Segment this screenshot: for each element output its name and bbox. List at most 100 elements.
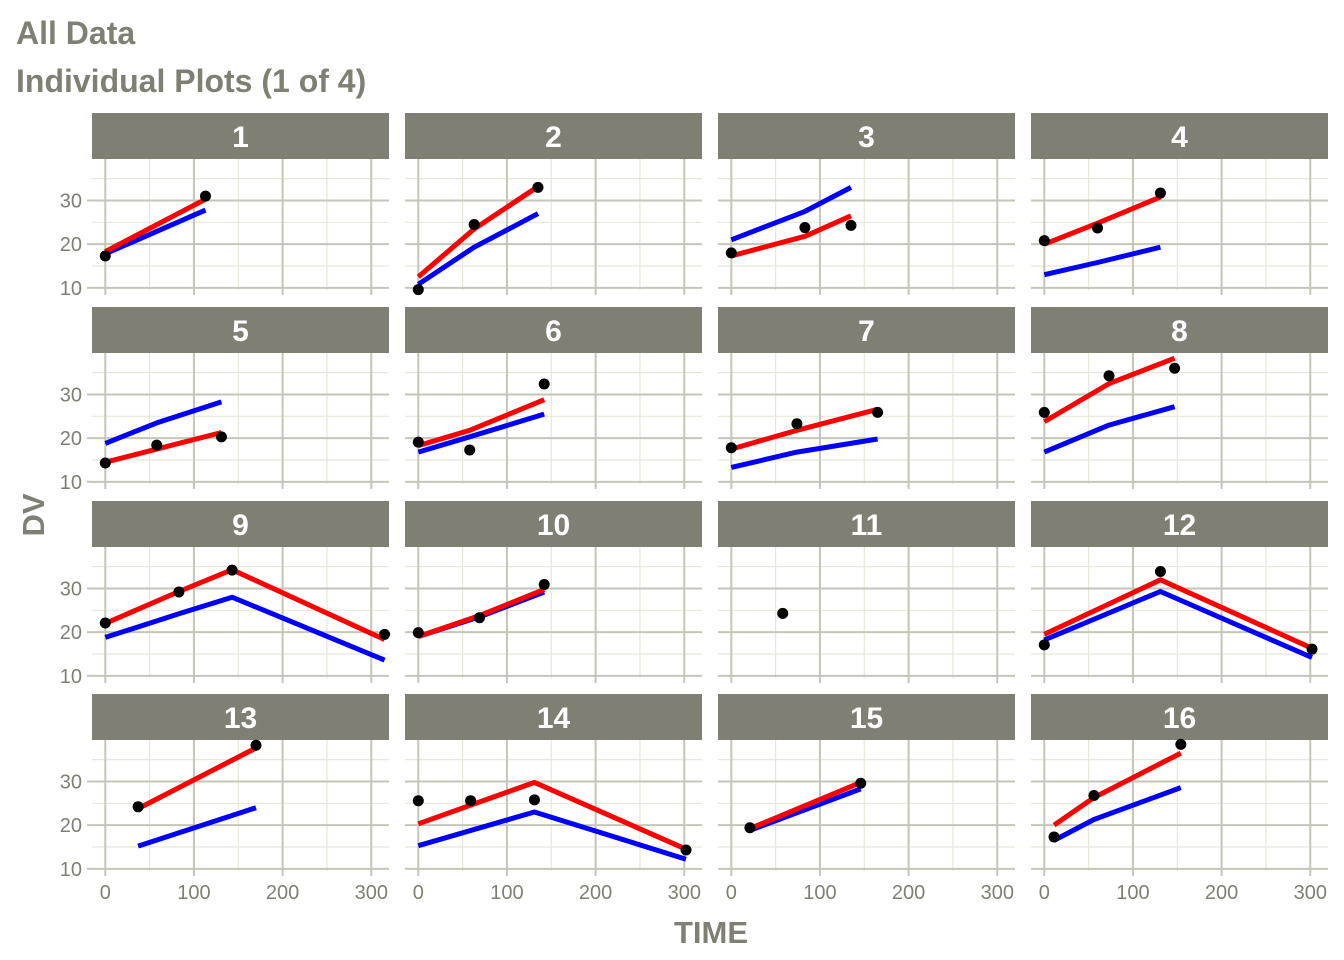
population-prediction-line (104, 207, 207, 257)
observation-point (680, 844, 692, 856)
x-tick-label: 100 (177, 882, 210, 904)
strip-label: 1 (232, 121, 249, 154)
facet-panel-1: 1 10 20 30 (60, 113, 389, 300)
strip-label: 6 (545, 315, 562, 348)
individual-prediction-line (1043, 577, 1314, 651)
individual-prediction-line (417, 779, 688, 852)
strip-label: 9 (232, 509, 249, 542)
observation-point (799, 222, 811, 234)
observation-point (1038, 639, 1050, 651)
x-tick-label: 300 (981, 882, 1014, 904)
observation-point (473, 612, 485, 624)
x-tick-label: 300 (668, 882, 701, 904)
observation-point (250, 739, 262, 751)
observation-point (464, 444, 476, 456)
observation-point (151, 439, 163, 451)
facet-panel-10: 10 (405, 501, 702, 683)
facet-panel-6: 6 (405, 307, 702, 489)
observation-point (538, 579, 550, 591)
strip-background (405, 113, 702, 159)
observation-point (1306, 643, 1318, 655)
y-tick-label: 30 (60, 771, 82, 793)
strip-background (1031, 501, 1328, 547)
individual-prediction-line (730, 406, 879, 452)
x-tick-label: 100 (1116, 882, 1149, 904)
population-prediction-line (1043, 404, 1176, 455)
observation-point (777, 607, 789, 619)
individual-prediction-line (104, 567, 386, 642)
x-tick-label: 0 (726, 882, 737, 904)
observation-point (412, 795, 424, 807)
y-tick-label: 10 (60, 859, 82, 881)
strip-label: 14 (537, 702, 571, 735)
x-tick-label: 200 (892, 882, 925, 904)
y-axis-title: DV (16, 493, 51, 536)
x-tick-label: 200 (266, 882, 299, 904)
population-prediction-line (417, 411, 545, 455)
facet-panel-8: 8 (1031, 307, 1328, 489)
strip-background (405, 501, 702, 547)
observation-point (468, 219, 480, 230)
facet-panel-7: 7 (718, 307, 1015, 489)
strip-background (1031, 113, 1328, 159)
y-tick-label: 30 (60, 578, 82, 600)
individual-prediction-line (104, 196, 207, 254)
strip-background (92, 501, 389, 547)
strip-label: 16 (1163, 702, 1196, 735)
observation-point (725, 442, 737, 454)
observation-point (1103, 370, 1115, 382)
population-prediction-line (416, 211, 540, 287)
x-axis-title: TIME (674, 915, 748, 950)
observation-point (199, 190, 211, 202)
strip-background (92, 694, 389, 740)
individual-prediction-line (748, 780, 862, 831)
facet-panel-2: 2 (405, 113, 702, 296)
y-tick-label: 30 (60, 384, 82, 406)
facet-panel-3: 3 (718, 113, 1015, 295)
observation-point (1175, 738, 1187, 750)
observation-point (872, 406, 884, 418)
strip-label: 15 (850, 702, 883, 735)
strip-label: 12 (1163, 509, 1196, 542)
x-tick-label: 300 (1294, 882, 1327, 904)
observation-point (99, 250, 111, 262)
observation-point (412, 436, 424, 448)
y-tick-label: 30 (60, 190, 82, 212)
strip-background (718, 501, 1015, 547)
strip-label: 8 (1171, 315, 1188, 348)
chart-title: All Data (16, 15, 135, 51)
observation-point (99, 457, 111, 469)
x-tick-label: 300 (355, 882, 388, 904)
observation-point (725, 247, 737, 259)
population-prediction-line (730, 185, 853, 243)
population-prediction-line (417, 809, 687, 862)
observation-point (132, 801, 144, 813)
strip-label: 13 (224, 702, 257, 735)
observation-point (1038, 406, 1050, 418)
facet-panel-5: 5 10 20 30 (60, 307, 389, 494)
observation-point (845, 219, 857, 231)
individual-prediction-line (136, 745, 258, 811)
population-prediction-line (1043, 244, 1161, 278)
strip-background (405, 307, 702, 353)
x-tick-label: 100 (803, 882, 836, 904)
strip-background (92, 307, 389, 353)
observation-point (1088, 789, 1100, 801)
strip-label: 2 (545, 121, 562, 154)
observation-point (99, 617, 111, 629)
x-tick-label: 200 (1205, 882, 1238, 904)
observation-point (173, 586, 185, 598)
observation-point (538, 378, 550, 390)
observation-point (528, 794, 540, 806)
observation-point (465, 795, 477, 807)
observation-point (412, 627, 424, 639)
facet-panel-4: 4 (1031, 113, 1328, 295)
observation-point (412, 284, 424, 296)
strip-background (718, 113, 1015, 159)
y-tick-label: 10 (60, 278, 82, 300)
individual-prediction-line (730, 213, 853, 259)
individual-prediction-line (1043, 355, 1176, 424)
observation-point (1154, 187, 1166, 199)
facet-panel-12: 12 (1031, 501, 1328, 683)
